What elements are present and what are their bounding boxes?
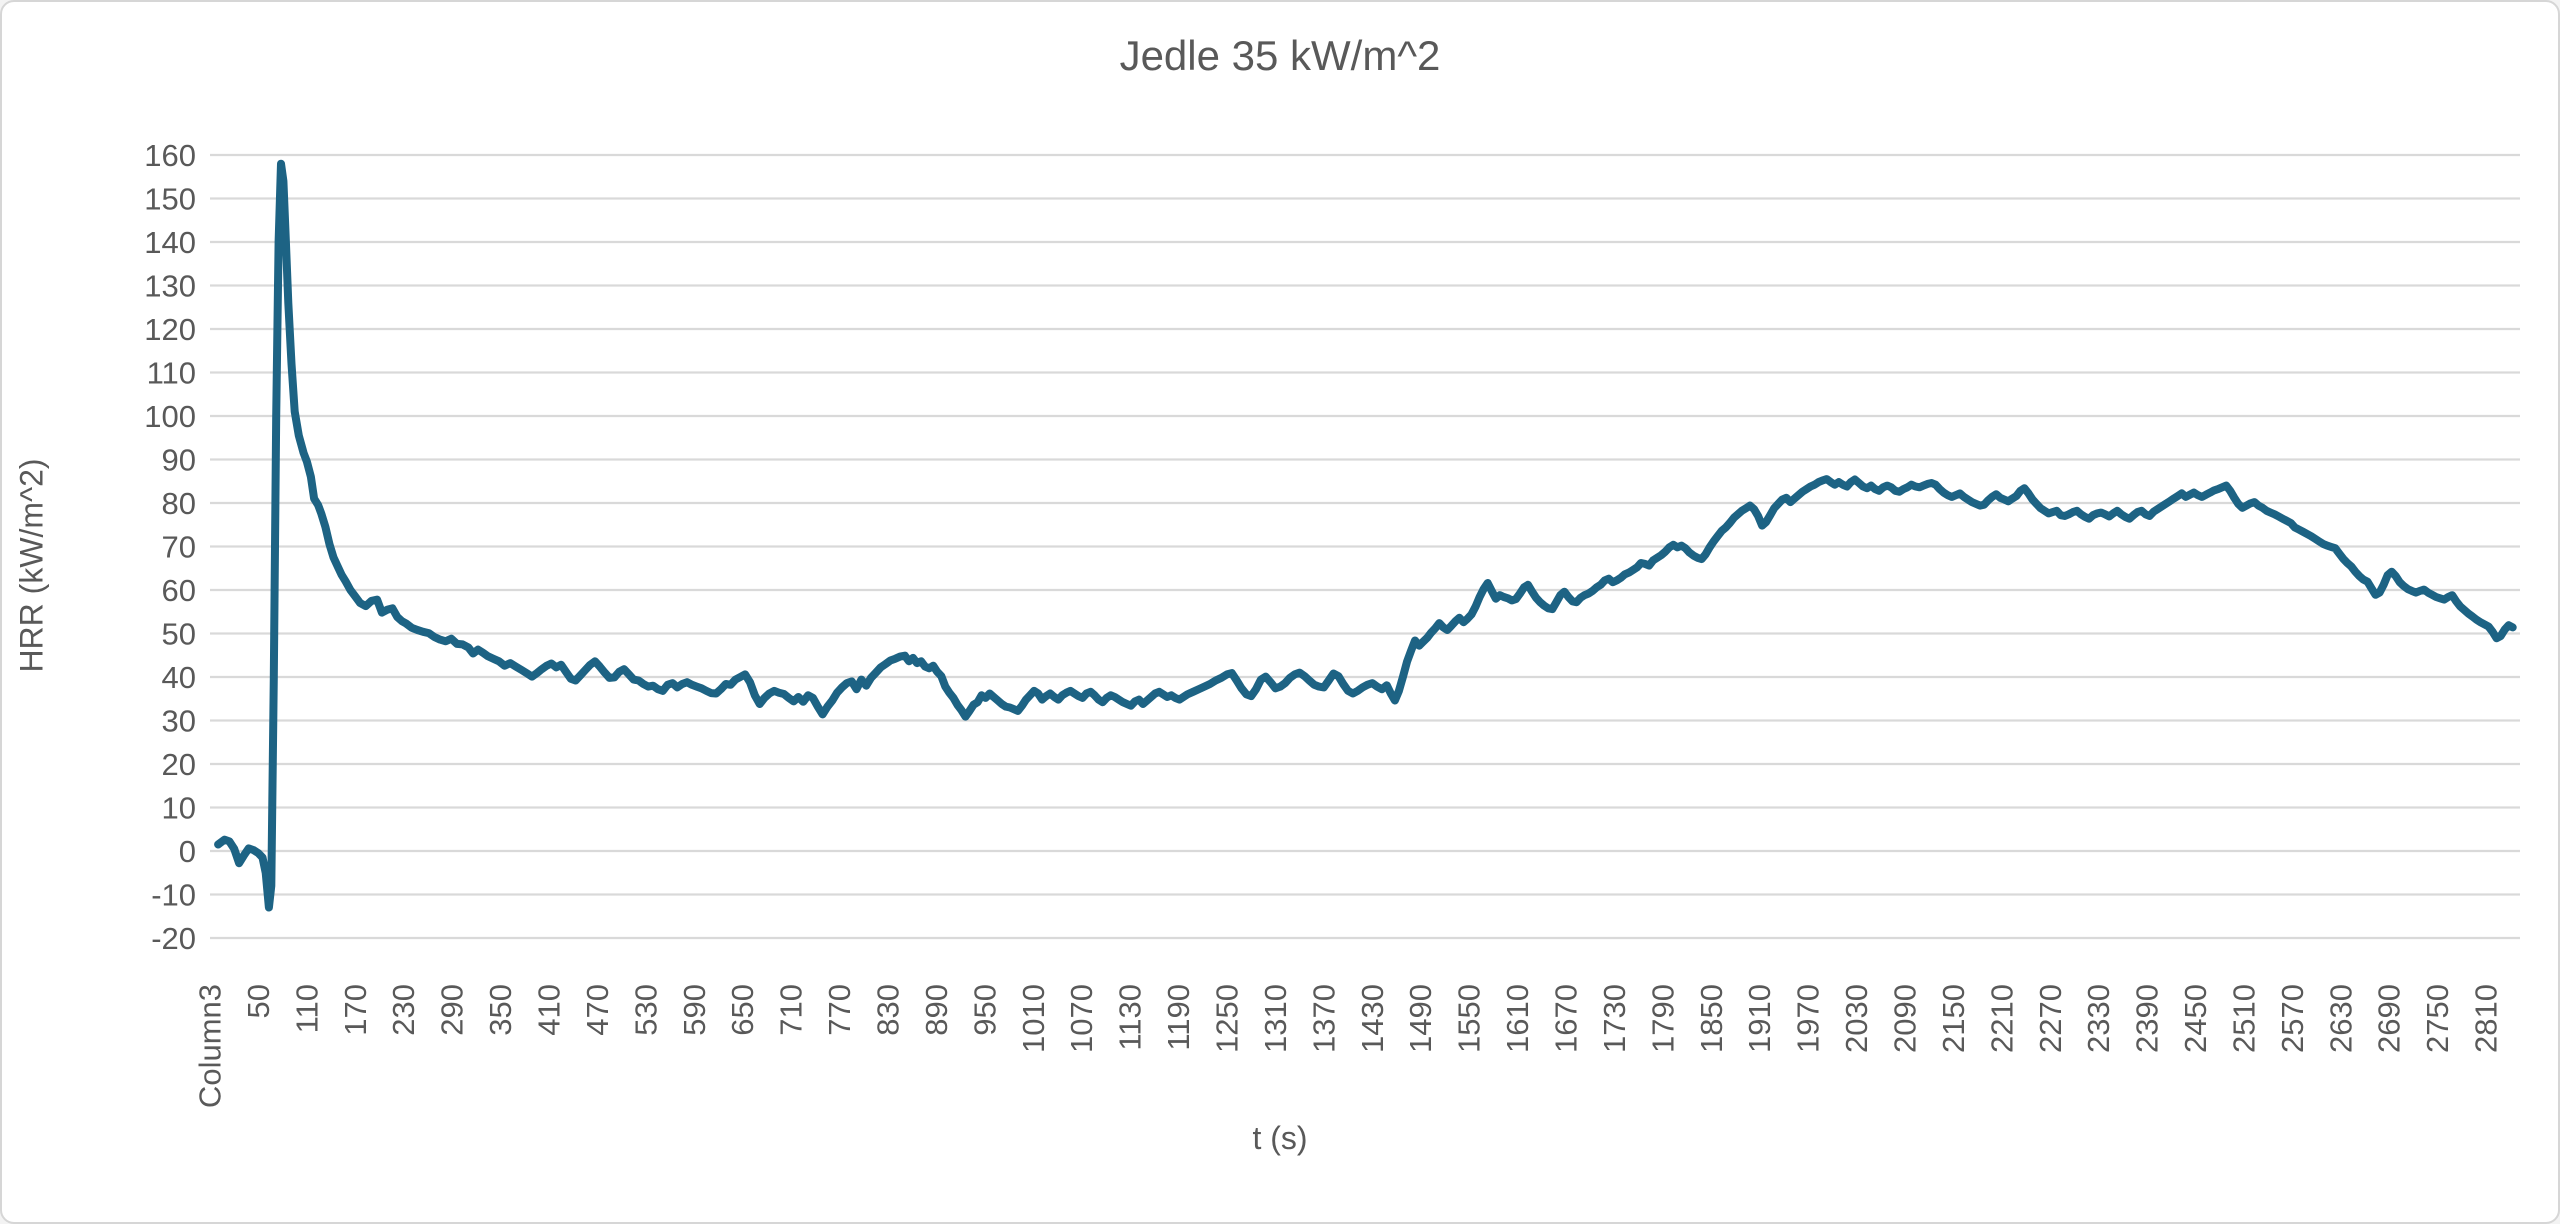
y-tick-label: 110 xyxy=(147,356,196,391)
x-tick-label: 2390 xyxy=(2130,984,2165,1053)
x-tick-label: 1430 xyxy=(1355,984,1390,1053)
hrr-series-line xyxy=(214,159,2517,912)
x-tick-label: 1070 xyxy=(1064,984,1099,1053)
y-tick-label: 120 xyxy=(144,312,196,347)
y-tick-label: 10 xyxy=(162,791,196,826)
x-tick-label: 950 xyxy=(967,984,1002,1036)
x-tick-label: 1790 xyxy=(1645,984,1680,1053)
x-tick-label: 2450 xyxy=(2178,984,2213,1053)
y-tick-label: 150 xyxy=(144,182,196,217)
x-tick-label: 2150 xyxy=(1936,984,1971,1053)
x-tick-label: 830 xyxy=(870,984,905,1036)
y-tick-label: 90 xyxy=(162,443,196,478)
y-tick-label: 50 xyxy=(162,617,196,652)
x-tick-label: 2330 xyxy=(2081,984,2116,1053)
x-tick-label: 350 xyxy=(483,984,518,1036)
x-tick-label: 1670 xyxy=(1548,984,1583,1053)
gridlines xyxy=(210,153,2520,940)
y-axis-tick-labels: 1601501401301201101009080706050403020100… xyxy=(144,138,196,956)
x-tick-label: Column3 xyxy=(193,984,228,1108)
x-tick-label: 1190 xyxy=(1161,984,1196,1051)
y-tick-label: -10 xyxy=(151,878,196,913)
x-axis-title: t (s) xyxy=(1252,1120,1308,1156)
x-tick-label: 590 xyxy=(677,984,712,1036)
x-tick-label: 1730 xyxy=(1597,984,1632,1053)
x-tick-label: 110 xyxy=(289,984,324,1033)
x-tick-label: 1910 xyxy=(1742,984,1777,1053)
x-tick-label: 1610 xyxy=(1500,984,1535,1053)
x-tick-label: 2270 xyxy=(2033,984,2068,1053)
x-tick-label: 1490 xyxy=(1403,984,1438,1053)
x-tick-label: 2810 xyxy=(2469,984,2504,1053)
x-tick-label: 1010 xyxy=(1016,984,1051,1053)
x-tick-label: 1970 xyxy=(1791,984,1826,1053)
y-tick-label: 130 xyxy=(144,269,196,304)
x-tick-label: 890 xyxy=(919,984,954,1036)
x-tick-label: 410 xyxy=(531,984,566,1036)
x-tick-label: 2690 xyxy=(2372,984,2407,1053)
y-tick-label: 80 xyxy=(162,486,196,521)
x-tick-label: 1370 xyxy=(1306,984,1341,1053)
x-tick-label: 1310 xyxy=(1258,984,1293,1053)
x-tick-label: 710 xyxy=(774,984,809,1036)
x-tick-label: 2030 xyxy=(1839,984,1874,1053)
y-axis-title: HRR (kW/m^2) xyxy=(13,458,50,673)
x-tick-label: 230 xyxy=(386,984,421,1036)
x-tick-label: 2210 xyxy=(1984,984,2019,1053)
y-tick-label: 160 xyxy=(144,138,196,173)
y-tick-label: 70 xyxy=(162,530,196,565)
x-tick-label: 650 xyxy=(725,984,760,1036)
y-tick-label: -20 xyxy=(151,921,196,956)
x-tick-label: 770 xyxy=(822,984,857,1036)
x-tick-label: 2750 xyxy=(2420,984,2455,1053)
x-tick-label: 1550 xyxy=(1452,984,1487,1053)
x-tick-label: 2090 xyxy=(1887,984,1922,1053)
x-tick-label: 2570 xyxy=(2275,984,2310,1053)
y-tick-label: 140 xyxy=(144,225,196,260)
y-tick-label: 0 xyxy=(179,834,196,869)
x-tick-label: 170 xyxy=(338,984,373,1036)
chart-title: Jedle 35 kW/m^2 xyxy=(1119,32,1441,79)
x-tick-label: 470 xyxy=(580,984,615,1036)
x-axis-tick-labels: Column3 50 110 170 230 290 350 410 470 530 590 650 7… xyxy=(193,984,2504,1108)
x-tick-label: 1250 xyxy=(1209,984,1244,1053)
y-tick-label: 60 xyxy=(162,573,196,608)
y-tick-label: 100 xyxy=(144,399,196,434)
x-tick-label: 50 xyxy=(241,984,276,1018)
y-tick-label: 20 xyxy=(162,747,196,782)
y-tick-label: 40 xyxy=(162,660,196,695)
x-tick-label: 2630 xyxy=(2323,984,2358,1053)
y-tick-label: 30 xyxy=(162,704,196,739)
x-tick-label: 1130 xyxy=(1113,984,1148,1051)
x-tick-label: 290 xyxy=(435,984,470,1036)
x-tick-label: 1850 xyxy=(1694,984,1729,1053)
x-tick-label: 2510 xyxy=(2226,984,2261,1053)
x-tick-label: 530 xyxy=(628,984,663,1036)
